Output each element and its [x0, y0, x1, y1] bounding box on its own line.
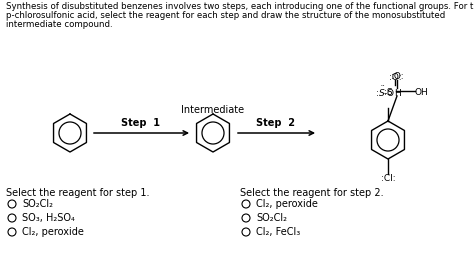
Text: Cl₂, FeCl₃: Cl₂, FeCl₃ [256, 227, 300, 237]
Text: intermediate compound.: intermediate compound. [6, 20, 113, 29]
Text: Select the reagent for step 2.: Select the reagent for step 2. [240, 188, 383, 198]
Text: Step  1: Step 1 [121, 118, 161, 128]
Text: Intermediate: Intermediate [182, 105, 245, 115]
Text: :$\ddot{S}$-OH: :$\ddot{S}$-OH [374, 85, 401, 99]
Text: Cl₂, peroxide: Cl₂, peroxide [22, 227, 84, 237]
Text: Step  2: Step 2 [256, 118, 295, 128]
Text: :Cl:: :Cl: [381, 174, 395, 183]
Text: :S: :S [383, 88, 392, 97]
Text: :O:: :O: [391, 72, 403, 81]
Text: OH: OH [415, 88, 429, 97]
Text: :O:: :O: [389, 73, 401, 82]
Text: SO₃, H₂SO₄: SO₃, H₂SO₄ [22, 213, 75, 223]
Text: SO₂Cl₂: SO₂Cl₂ [256, 213, 287, 223]
Text: Cl₂, peroxide: Cl₂, peroxide [256, 199, 318, 209]
Text: Select the reagent for step 1.: Select the reagent for step 1. [6, 188, 149, 198]
Text: Synthesis of disubstituted benzenes involves two steps, each introducing one of : Synthesis of disubstituted benzenes invo… [6, 2, 474, 11]
Text: p-chlorosulfonic acid, select the reagent for each step and draw the structure o: p-chlorosulfonic acid, select the reagen… [6, 11, 445, 20]
Text: SO₂Cl₂: SO₂Cl₂ [22, 199, 53, 209]
